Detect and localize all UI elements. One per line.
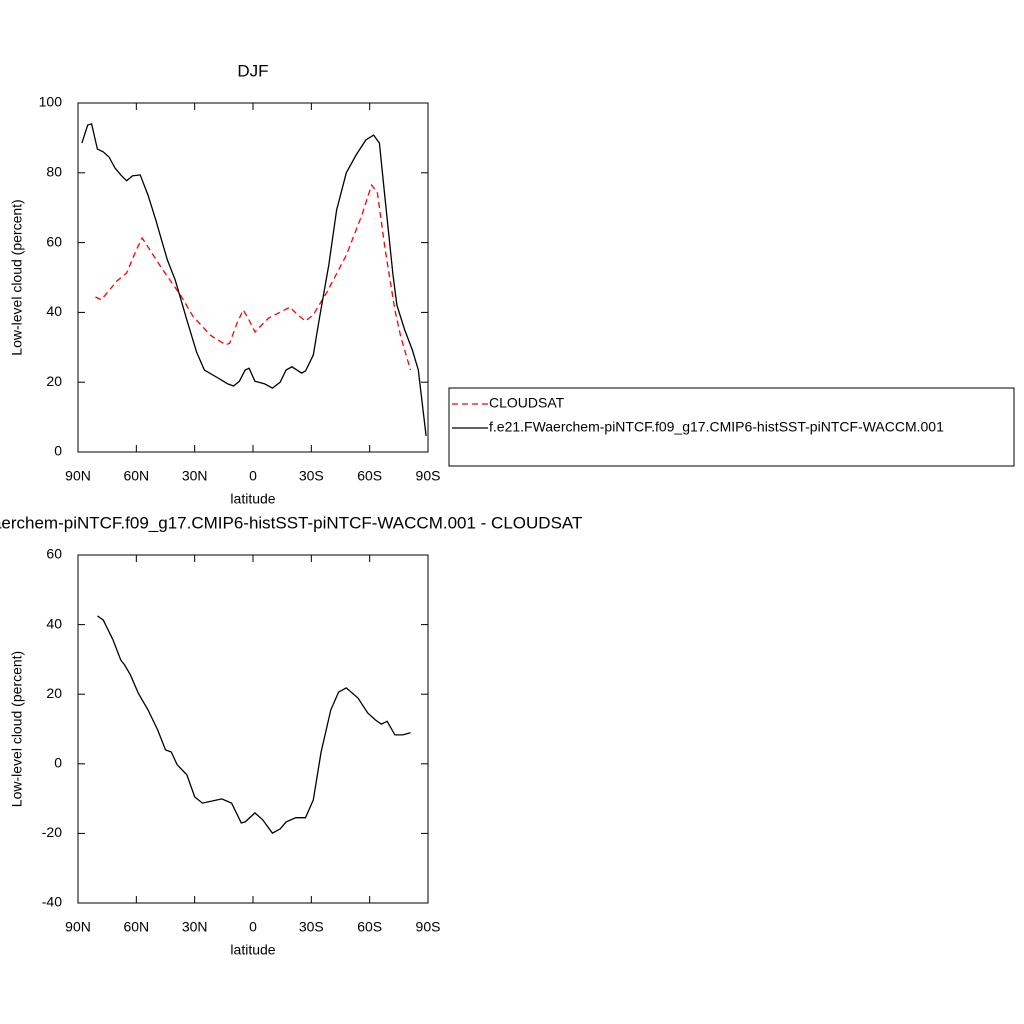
legend-box bbox=[448, 387, 1015, 467]
y-tick-label: 100 bbox=[39, 94, 63, 110]
x-tick-label: 30N bbox=[182, 468, 208, 484]
x-tick-label: 60S bbox=[357, 468, 382, 484]
x-tick-label: 90N bbox=[65, 468, 91, 484]
data-line bbox=[81, 123, 427, 436]
x-tick-label: 90S bbox=[416, 919, 441, 935]
x-tick-label: 90S bbox=[416, 468, 441, 484]
legend-label: f.e21.FWaerchem-piNTCF.f09_g17.CMIP6-his… bbox=[489, 419, 944, 435]
data-line bbox=[97, 615, 411, 834]
x-tick-label: 60S bbox=[357, 919, 382, 935]
x-tick-label: 60N bbox=[123, 468, 149, 484]
x-tick-label: 90N bbox=[65, 919, 91, 935]
y-tick-label: 0 bbox=[54, 443, 62, 459]
x-tick-label: 30N bbox=[182, 919, 208, 935]
y-tick-label: -20 bbox=[42, 824, 62, 840]
y-tick-label: 60 bbox=[46, 546, 62, 562]
x-tick-label: 30S bbox=[299, 919, 324, 935]
x-tick-label: 0 bbox=[249, 468, 257, 484]
plot-frame bbox=[77, 102, 429, 453]
y-tick-label: -40 bbox=[42, 894, 62, 910]
x-tick-label: 60N bbox=[123, 919, 149, 935]
x-axis-label: latitude bbox=[230, 942, 275, 958]
y-tick-label: 80 bbox=[46, 164, 62, 180]
legend-label: CLOUDSAT bbox=[489, 395, 565, 411]
chart-title: DJF bbox=[237, 61, 268, 80]
x-tick-label: 0 bbox=[249, 919, 257, 935]
y-axis-label: Low-level cloud (percent) bbox=[9, 651, 25, 807]
y-tick-label: 40 bbox=[46, 303, 62, 319]
data-line bbox=[95, 183, 412, 371]
y-tick-label: 60 bbox=[46, 233, 62, 249]
y-tick-label: 40 bbox=[46, 615, 62, 631]
plot-frame bbox=[77, 554, 429, 904]
x-tick-label: 30S bbox=[299, 468, 324, 484]
x-axis-label: latitude bbox=[230, 491, 275, 507]
y-axis-label: Low-level cloud (percent) bbox=[9, 199, 25, 355]
y-tick-label: 20 bbox=[46, 685, 62, 701]
chart-title: f.e21.FWaerchem-piNTCF.f09_g17.CMIP6-his… bbox=[0, 513, 582, 532]
y-tick-label: 20 bbox=[46, 373, 62, 389]
y-tick-label: 0 bbox=[54, 755, 62, 771]
